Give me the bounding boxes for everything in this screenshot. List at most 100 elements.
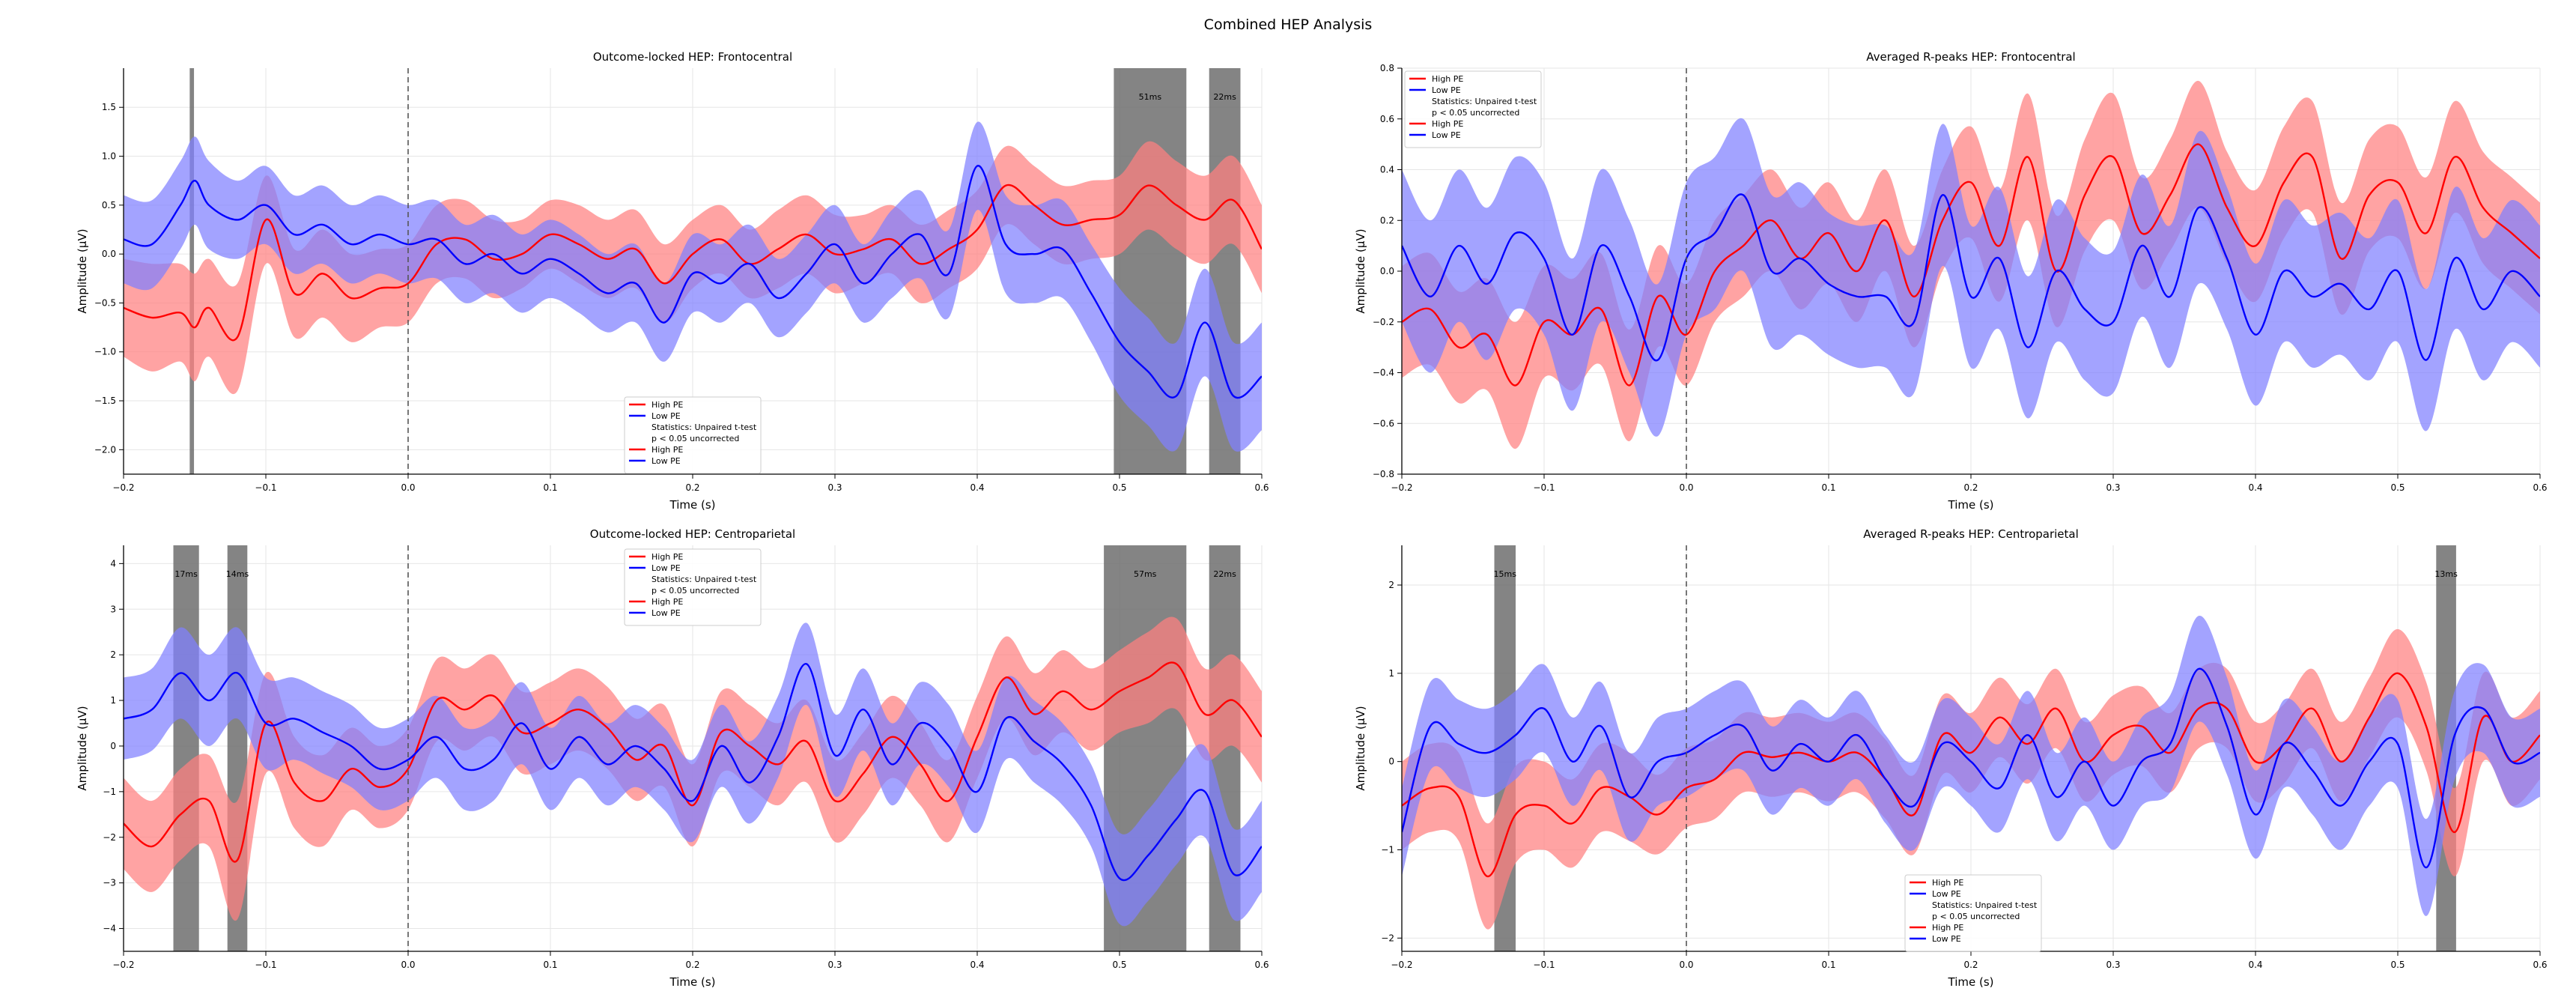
y-tick-label: 4 <box>110 558 116 569</box>
chart-title: Averaged R-peaks HEP: Centroparietal <box>1863 527 2079 541</box>
legend-entry: Low PE <box>651 608 681 618</box>
significance-duration-label: 13ms <box>2434 569 2458 579</box>
x-tick-label: 0.4 <box>2248 960 2262 970</box>
x-tick-label: 0.1 <box>543 482 557 493</box>
legend-entry: Low PE <box>1932 934 1961 944</box>
x-tick-label: 0.4 <box>970 960 984 970</box>
legend-entry: High PE <box>1432 119 1463 129</box>
y-tick-label: 3 <box>110 604 116 614</box>
plot-area <box>124 68 1262 474</box>
low-pe-confidence-band <box>1402 616 2540 916</box>
y-tick-label: −3 <box>103 878 116 888</box>
y-axis-label: Amplitude (μV) <box>76 706 89 790</box>
significance-duration-label: 22ms <box>1213 569 1236 579</box>
legend-entry: High PE <box>1932 923 1963 933</box>
significance-duration-label: 15ms <box>1494 569 1517 579</box>
chart-title: Outcome-locked HEP: Frontocentral <box>593 50 792 64</box>
significance-duration-label: 22ms <box>1213 92 1236 102</box>
chart-panel-3: 17ms 14ms 57ms 22ms −0.2 −0.1 0.0 0.1 0.2 0.3 0.4 0… <box>76 527 1269 989</box>
x-tick-label: 0.5 <box>1112 960 1126 970</box>
plot-area <box>1402 545 2540 951</box>
legend-entry: High PE <box>1932 878 1963 888</box>
x-tick-label: −0.2 <box>1391 482 1412 493</box>
x-tick-label: 0.1 <box>543 960 557 970</box>
x-tick-label: 0.6 <box>2533 960 2547 970</box>
legend-entry: Statistics: Unpaired t-test <box>1432 97 1537 106</box>
x-tick-label: −0.2 <box>1391 960 1412 970</box>
legend-entry: Statistics: Unpaired t-test <box>651 575 757 584</box>
x-tick-label: 0.0 <box>1679 482 1693 493</box>
y-tick-label: −2 <box>103 832 116 843</box>
legend-box <box>1404 70 1542 148</box>
low-pe-line <box>1402 667 2540 869</box>
x-tick-label: −0.1 <box>1533 482 1555 493</box>
x-tick-label: −0.1 <box>255 960 276 970</box>
x-tick-label: 0.0 <box>401 482 415 493</box>
y-tick-label: −2.0 <box>94 444 116 455</box>
legend-box <box>1904 874 2042 952</box>
x-tick-label: 0.5 <box>2390 482 2405 493</box>
legend-entry: p < 0.05 uncorrected <box>1432 108 1519 118</box>
significance-duration-label: 14ms <box>226 569 249 579</box>
y-tick-label: 1.5 <box>102 102 116 112</box>
x-tick-label: 0.2 <box>685 960 699 970</box>
x-axis-label: Time (s) <box>669 498 716 512</box>
y-tick-label: 0.8 <box>1380 63 1394 73</box>
x-tick-label: 0.4 <box>2248 482 2262 493</box>
low-pe-confidence-band <box>124 622 1262 927</box>
high-pe-line <box>1402 143 2540 387</box>
y-tick-label: 1 <box>1388 668 1394 679</box>
legend-entry: High PE <box>651 400 683 410</box>
legend-entry: High PE <box>651 552 683 562</box>
chart-panel-1: 51ms 22ms −0.2 −0.1 0.0 0.1 0.2 0.3 0.4 0.5 0.6 −2.… <box>76 50 1269 512</box>
y-tick-label: 1 <box>110 695 116 706</box>
y-tick-label: −0.2 <box>1373 317 1394 327</box>
significance-duration-label: 17ms <box>174 569 198 579</box>
legend-entry: Low PE <box>1432 85 1461 95</box>
legend-entry: p < 0.05 uncorrected <box>651 434 739 443</box>
x-tick-label: 0.0 <box>1679 960 1693 970</box>
y-tick-label: −4 <box>103 924 116 934</box>
x-tick-label: 0.3 <box>827 482 842 493</box>
x-tick-label: −0.2 <box>112 482 134 493</box>
legend-entry: Statistics: Unpaired t-test <box>651 422 757 432</box>
legend-entry: Low PE <box>651 456 681 466</box>
significance-duration-label: 51ms <box>1139 92 1162 102</box>
y-tick-label: −2 <box>1381 933 1394 943</box>
legend-entry: p < 0.05 uncorrected <box>1932 912 2020 921</box>
high-pe-line <box>124 661 1262 863</box>
y-tick-label: 0.6 <box>1380 114 1394 124</box>
chart-title: Outcome-locked HEP: Centroparietal <box>590 527 795 541</box>
legend-entry: Low PE <box>1432 130 1461 140</box>
y-tick-label: −0.6 <box>1373 418 1394 428</box>
x-tick-label: 0.3 <box>2106 482 2120 493</box>
x-tick-label: −0.2 <box>112 960 134 970</box>
x-tick-label: 0.5 <box>2390 960 2405 970</box>
y-tick-label: −1 <box>1381 845 1394 855</box>
high-pe-line <box>124 184 1262 342</box>
x-tick-label: 0.4 <box>970 482 984 493</box>
legend-entry: High PE <box>651 597 683 607</box>
y-tick-label: 0.5 <box>102 200 116 210</box>
significance-region <box>189 68 195 474</box>
legend-entry: p < 0.05 uncorrected <box>651 586 739 596</box>
high-pe-line <box>1402 672 2540 878</box>
legend-entry: Low PE <box>651 563 681 573</box>
y-tick-label: 2 <box>1388 580 1394 590</box>
y-tick-label: −1.5 <box>94 396 116 406</box>
x-tick-label: 0.2 <box>1963 482 1978 493</box>
legend-entry: Low PE <box>651 411 681 421</box>
x-tick-label: 0.3 <box>827 960 842 970</box>
chart-panel-2: −0.2 −0.1 0.0 0.1 0.2 0.3 0.4 0.5 0.6 −0.8 −0.6 −0.… <box>1354 50 2548 512</box>
y-tick-label: −0.5 <box>94 297 116 308</box>
y-tick-label: 0 <box>1388 757 1394 767</box>
y-tick-label: 0.2 <box>1380 215 1394 225</box>
x-tick-label: 0.6 <box>1254 960 1269 970</box>
x-tick-label: 0.1 <box>1821 960 1835 970</box>
y-axis-label: Amplitude (μV) <box>1354 228 1367 313</box>
legend-entry: Low PE <box>1932 889 1961 899</box>
y-tick-label: −1.0 <box>94 347 116 357</box>
figure-title: Combined HEP Analysis <box>1203 16 1373 33</box>
legend-box <box>624 396 762 474</box>
